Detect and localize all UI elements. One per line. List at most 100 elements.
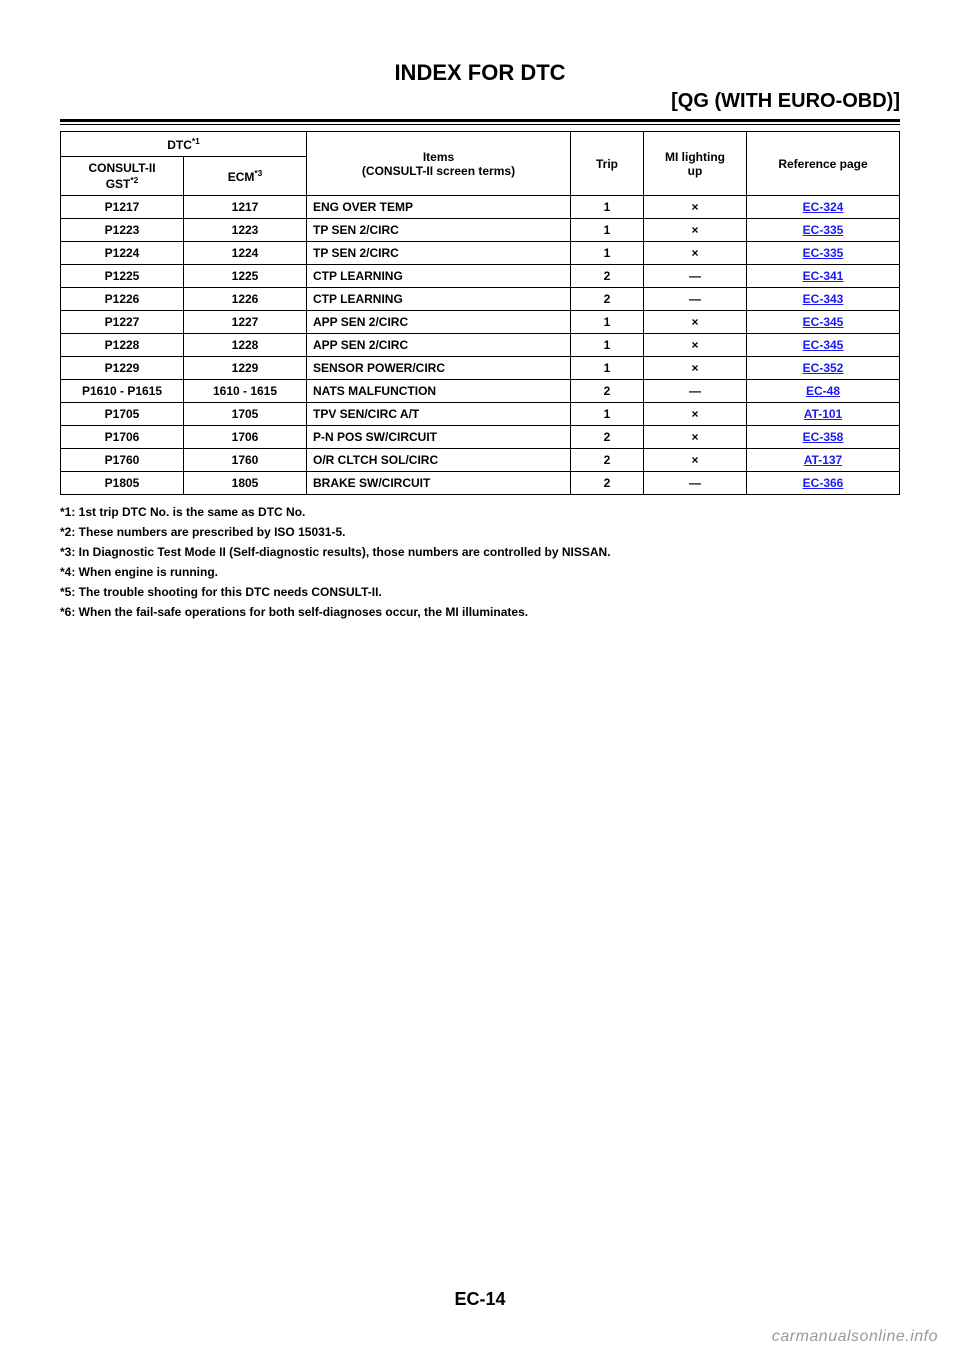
footnotes: *1: 1st trip DTC No. is the same as DTC … [60,503,900,621]
col-items-label: Items(CONSULT-II screen terms) [362,150,515,178]
cell-ecm: 1805 [184,472,307,495]
cell-trip: 1 [571,219,644,242]
cell-code: P1225 [61,265,184,288]
cell-mi: — [644,472,747,495]
cell-items: APP SEN 2/CIRC [307,311,571,334]
cell-trip: 1 [571,357,644,380]
footnote: *6: When the fail-safe operations for bo… [60,603,900,621]
cell-items: TPV SEN/CIRC A/T [307,403,571,426]
col-items: Items(CONSULT-II screen terms) [307,132,571,196]
reference-link[interactable]: EC-358 [803,430,844,444]
reference-link[interactable]: EC-352 [803,361,844,375]
cell-trip: 2 [571,265,644,288]
footnote: *3: In Diagnostic Test Mode II (Self-dia… [60,543,900,561]
cell-code: P1217 [61,196,184,219]
rule-lower [60,124,900,125]
reference-link[interactable]: EC-335 [803,246,844,260]
cell-code: P1229 [61,357,184,380]
reference-link[interactable]: EC-48 [806,384,840,398]
cell-code: P1705 [61,403,184,426]
reference-link[interactable]: AT-101 [804,407,842,421]
cell-ecm: 1705 [184,403,307,426]
table-row: P12231223TP SEN 2/CIRC1×EC-335 [61,219,900,242]
cell-ref: EC-358 [747,426,900,449]
cell-ref: AT-101 [747,403,900,426]
cell-trip: 2 [571,426,644,449]
cell-items: CTP LEARNING [307,265,571,288]
cell-mi: × [644,449,747,472]
cell-ecm: 1610 - 1615 [184,380,307,403]
cell-code: P1226 [61,288,184,311]
cell-trip: 1 [571,196,644,219]
reference-link[interactable]: EC-324 [803,200,844,214]
cell-ref: EC-345 [747,311,900,334]
cell-mi: — [644,380,747,403]
page-title: INDEX FOR DTC [60,60,900,86]
col-dtc-group: DTC*1 [61,132,307,157]
col-mi-label: MI lightingup [665,150,725,178]
cell-ecm: 1217 [184,196,307,219]
cell-items: SENSOR POWER/CIRC [307,357,571,380]
table-row: P18051805BRAKE SW/CIRCUIT2—EC-366 [61,472,900,495]
cell-ref: EC-335 [747,242,900,265]
cell-ref: EC-341 [747,265,900,288]
cell-mi: × [644,357,747,380]
table-row: P17061706P-N POS SW/CIRCUIT2×EC-358 [61,426,900,449]
cell-ecm: 1760 [184,449,307,472]
reference-link[interactable]: EC-345 [803,315,844,329]
footnote: *4: When engine is running. [60,563,900,581]
cell-ecm: 1229 [184,357,307,380]
cell-code: P1610 - P1615 [61,380,184,403]
footnote: *1: 1st trip DTC No. is the same as DTC … [60,503,900,521]
cell-mi: — [644,288,747,311]
cell-items: BRAKE SW/CIRCUIT [307,472,571,495]
cell-trip: 2 [571,288,644,311]
cell-trip: 1 [571,311,644,334]
table-row: P12271227APP SEN 2/CIRC1×EC-345 [61,311,900,334]
reference-link[interactable]: AT-137 [804,453,842,467]
page-number: EC-14 [0,1289,960,1310]
cell-code: P1228 [61,334,184,357]
cell-trip: 2 [571,449,644,472]
cell-ecm: 1227 [184,311,307,334]
cell-items: P-N POS SW/CIRCUIT [307,426,571,449]
cell-items: O/R CLTCH SOL/CIRC [307,449,571,472]
footnote: *2: These numbers are prescribed by ISO … [60,523,900,541]
rule-upper [60,119,900,122]
reference-link[interactable]: EC-341 [803,269,844,283]
cell-ecm: 1228 [184,334,307,357]
cell-mi: × [644,196,747,219]
col-mi: MI lightingup [644,132,747,196]
reference-link[interactable]: EC-345 [803,338,844,352]
cell-items: ENG OVER TEMP [307,196,571,219]
cell-items: CTP LEARNING [307,288,571,311]
cell-ecm: 1706 [184,426,307,449]
table-row: P12261226CTP LEARNING2—EC-343 [61,288,900,311]
dtc-table-body: P12171217ENG OVER TEMP1×EC-324P12231223T… [61,196,900,495]
table-row: P12241224TP SEN 2/CIRC1×EC-335 [61,242,900,265]
cell-code: P1805 [61,472,184,495]
cell-ref: EC-335 [747,219,900,242]
cell-ref: EC-345 [747,334,900,357]
reference-link[interactable]: EC-366 [803,476,844,490]
cell-mi: × [644,403,747,426]
cell-trip: 2 [571,380,644,403]
cell-ref: EC-48 [747,380,900,403]
table-row: P12251225CTP LEARNING2—EC-341 [61,265,900,288]
cell-code: P1227 [61,311,184,334]
col-ecm-label: ECM*3 [228,170,263,184]
reference-link[interactable]: EC-343 [803,292,844,306]
cell-ref: AT-137 [747,449,900,472]
cell-items: TP SEN 2/CIRC [307,242,571,265]
cell-trip: 1 [571,403,644,426]
cell-ref: EC-352 [747,357,900,380]
table-row: P17051705TPV SEN/CIRC A/T1× AT-101 [61,403,900,426]
col-dtc-group-label: DTC*1 [167,138,200,152]
table-row: P1610 - P16151610 - 1615NATS MALFUNCTION… [61,380,900,403]
cell-ref: EC-366 [747,472,900,495]
cell-mi: — [644,265,747,288]
reference-link[interactable]: EC-335 [803,223,844,237]
cell-items: NATS MALFUNCTION [307,380,571,403]
page: INDEX FOR DTC [QG (WITH EURO-OBD)] DTC*1… [0,0,960,1358]
cell-items: TP SEN 2/CIRC [307,219,571,242]
